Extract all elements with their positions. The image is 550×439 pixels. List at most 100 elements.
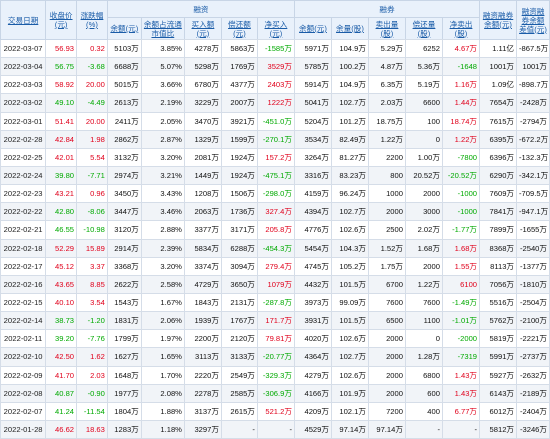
table-row: 2022-02-22 42.80 -8.06 3447万 3.46% 2063万 1736万… [0,202,550,222]
cell-short-net-sell: -7800 [441,147,481,167]
cell-short-net-sell: 1.43万 [441,365,481,385]
cell-short-net-sell: 1.68万 [441,238,481,258]
col-header-margin-repay[interactable]: 偿还额(元) [220,17,258,40]
cell-close: 41.70 [45,365,78,385]
col-header-total-balance[interactable]: 融资融券余额(元) [479,0,518,40]
cell-short-sell-volume: 6700 [367,274,406,294]
cell-margin-buy-amount: 1329万 [183,129,222,149]
cell-close: 58.92 [45,75,78,95]
cell-margin-buy-amount: 5834万 [183,238,222,258]
cell-total-balance: 8368万 [479,238,518,258]
col-header-margin-balance[interactable]: 余额(元) [106,17,142,40]
cell-short-volume: 102.6万 [330,220,369,240]
cell-balance-diff: -898.7万 [516,75,550,95]
cell-short-repay-volume: 6800 [404,365,443,385]
cell-date: 2022-02-08 [0,383,47,403]
cell-short-balance: 4364万 [293,347,332,367]
table-row: 2022-02-28 42.84 1.98 2862万 2.87% 1329万 1599万 -… [0,129,550,149]
cell-short-balance: 4432万 [293,274,332,294]
cell-date: 2022-02-15 [0,292,47,313]
cell-margin-ratio: 2.39% [140,238,185,258]
cell-margin-net-buy: -270.1万 [256,129,295,149]
cell-margin-net-buy: 205.8万 [256,220,295,240]
cell-balance-diff: -342.1万 [516,165,550,186]
cell-total-balance: 5819万 [479,329,518,349]
cell-date: 2022-03-02 [0,93,47,113]
col-header-short-volume[interactable]: 余量(股) [330,17,369,40]
cell-close: 46.62 [45,419,78,439]
cell-short-volume: 101.5万 [330,311,369,331]
cell-margin-balance: 1804万 [106,401,142,421]
cell-short-net-sell: 1.16万 [441,75,481,95]
col-header-short-repay-volume[interactable]: 偿还量(股) [404,17,443,40]
cell-short-repay-volume: 100 [404,111,443,131]
cell-change: 2.03 [76,365,108,385]
cell-date: 2022-03-04 [0,57,47,77]
cell-balance-diff: -2632万 [516,365,550,385]
table-row: 2022-02-08 40.87 -0.90 1977万 2.08% 2278万 2585万… [0,383,550,403]
cell-close: 42.80 [45,202,78,222]
cell-margin-repay: 3094万 [220,256,258,276]
cell-balance-diff: 1001万 [516,57,550,77]
cell-margin-buy-amount: 2278万 [183,383,222,403]
cell-margin-balance: 3120万 [106,220,142,240]
cell-short-volume: 102.6万 [330,365,369,385]
col-header-change[interactable]: 涨跌幅(%) [76,0,108,40]
col-header-short-sell-volume[interactable]: 卖出量(股) [367,17,406,40]
cell-margin-ratio: 2.58% [140,274,185,294]
cell-margin-balance: 3132万 [106,147,142,167]
col-header-margin-net-buy[interactable]: 净买入(元) [256,17,295,40]
cell-date: 2022-02-23 [0,184,47,204]
cell-balance-diff: -2540万 [516,238,550,258]
cell-short-volume: 102.7万 [330,347,369,367]
cell-margin-balance: 1627万 [106,347,142,367]
col-header-margin-buy-amount[interactable]: 买入额(元) [183,17,222,40]
cell-margin-ratio: 1.88% [140,401,185,421]
cell-date: 2022-02-17 [0,256,47,276]
cell-short-sell-volume: 800 [367,165,406,186]
cell-short-net-sell: -7319 [441,347,481,367]
col-header-close[interactable]: 收盘价(元) [45,0,78,40]
cell-margin-ratio: 2.06% [140,311,185,331]
cell-margin-balance: 2974万 [106,165,142,186]
table-row: 2022-02-18 52.29 15.89 2914万 2.39% 5834万 6288万… [0,238,550,258]
cell-balance-diff: -2100万 [516,311,550,331]
cell-short-sell-volume: 1000 [367,184,406,204]
cell-short-sell-volume: 7600 [367,292,406,313]
cell-short-balance: 5971万 [293,38,332,59]
cell-balance-diff: -947.1万 [516,202,550,222]
cell-date: 2022-02-18 [0,238,47,258]
cell-short-net-sell: -2000 [441,329,481,349]
cell-short-balance: 3534万 [293,129,332,149]
cell-short-net-sell: 4.67万 [441,38,481,59]
cell-change: 3.37 [76,256,108,276]
cell-margin-buy-amount: 2200万 [183,329,222,349]
cell-margin-repay: 2007万 [220,93,258,113]
cell-balance-diff: -132.3万 [516,147,550,167]
table-row: 2022-03-02 49.10 -4.49 2613万 2.19% 3229万 2007万… [0,93,550,113]
cell-total-balance: 6143万 [479,383,518,403]
cell-short-repay-volume: 7600 [404,292,443,313]
col-header-date[interactable]: 交易日期 [0,0,47,40]
cell-close: 56.75 [45,57,78,77]
cell-margin-net-buy: 279.4万 [256,256,295,276]
col-header-balance-diff[interactable]: 融资融券余额差值(元) [516,0,550,40]
cell-short-net-sell: -1.77万 [441,220,481,240]
col-header-margin-ratio[interactable]: 余额占流通市值比 [140,17,185,40]
cell-short-repay-volume: 400 [404,401,443,421]
cell-close: 51.41 [45,111,78,131]
cell-balance-diff: -867.5万 [516,38,550,59]
cell-date: 2022-02-28 [0,129,47,149]
cell-short-repay-volume: 0 [404,129,443,149]
cell-short-sell-volume: 97.14万 [367,419,406,439]
cell-date: 2022-02-07 [0,401,47,421]
cell-change: 1.62 [76,347,108,367]
cell-margin-repay: 3921万 [220,111,258,131]
col-header-short-net-sell[interactable]: 净卖出(股) [441,17,481,40]
cell-margin-balance: 3450万 [106,184,142,204]
cell-change: -0.90 [76,383,108,403]
cell-short-sell-volume: 2200 [367,147,406,167]
cell-margin-repay: 2120万 [220,329,258,349]
col-header-short-balance[interactable]: 余额(元) [293,17,332,40]
cell-change: -1.20 [76,311,108,331]
